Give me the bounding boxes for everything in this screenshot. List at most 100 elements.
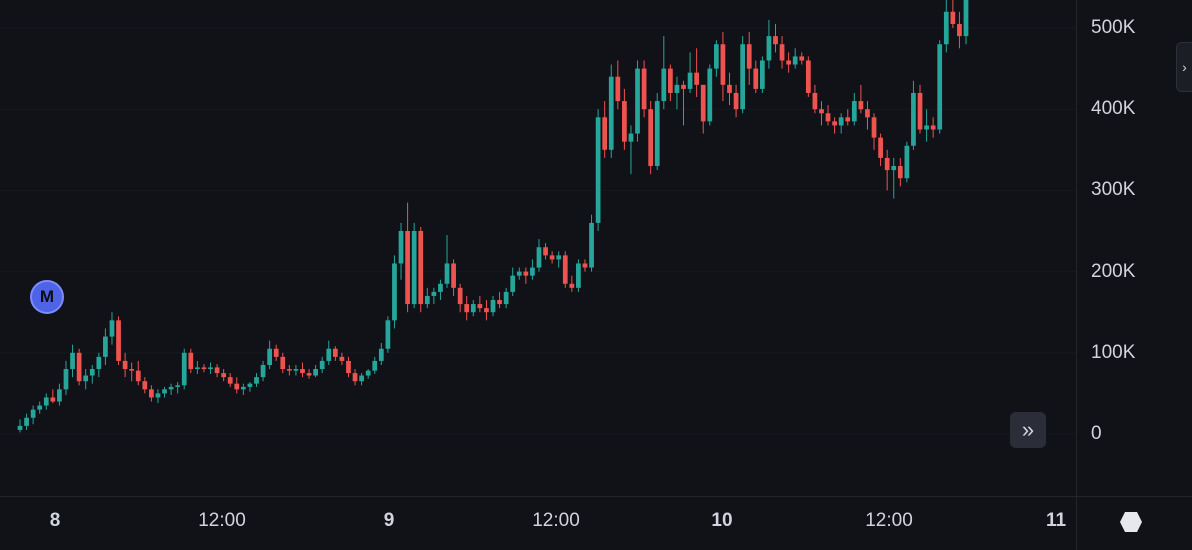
hexagon-icon[interactable] <box>1119 511 1143 533</box>
candle <box>523 267 529 284</box>
price-tick-label: 100K <box>1091 341 1136 363</box>
candle <box>24 413 29 430</box>
candle <box>490 295 496 317</box>
candle <box>405 202 410 313</box>
candle-body <box>221 373 227 378</box>
candle-body <box>267 348 273 365</box>
candle <box>372 356 378 374</box>
candle-body <box>424 295 430 305</box>
price-axis[interactable]: 0 100K 200K 300K 400K 500K <box>1076 0 1192 496</box>
candle <box>595 109 601 231</box>
candle-body <box>254 377 259 384</box>
candle <box>234 377 240 394</box>
candle <box>832 117 837 134</box>
candle <box>569 275 575 292</box>
candle <box>727 72 732 106</box>
candle-body <box>694 72 700 85</box>
candle <box>654 92 660 171</box>
candle-body <box>700 84 706 122</box>
candle <box>267 340 273 370</box>
candle-body <box>103 336 108 357</box>
candle-body <box>444 263 450 284</box>
candle-body <box>319 360 325 370</box>
candle <box>865 101 870 130</box>
candle-body <box>208 367 213 370</box>
candle-body <box>227 377 233 384</box>
candle <box>149 385 154 402</box>
candle <box>556 251 562 268</box>
candle-body <box>37 405 43 410</box>
candle <box>365 369 371 379</box>
candle <box>700 84 706 134</box>
candle <box>398 222 404 280</box>
candle <box>477 295 483 313</box>
candle <box>70 344 75 378</box>
candle-body <box>654 101 660 167</box>
candle <box>385 316 391 353</box>
candle-body <box>582 263 588 268</box>
candle-body <box>674 84 680 93</box>
candle <box>464 295 470 321</box>
candle-body <box>63 369 69 390</box>
candle-body <box>332 348 338 357</box>
candle <box>326 340 332 365</box>
candle <box>911 80 916 150</box>
candle <box>576 259 581 292</box>
candle-body <box>195 367 200 370</box>
candle <box>871 113 877 150</box>
candle-body <box>595 117 601 223</box>
candle <box>516 267 522 280</box>
candle <box>378 343 384 365</box>
candle-body <box>188 352 194 370</box>
candle <box>83 369 89 390</box>
candle-body <box>759 60 765 89</box>
event-marker[interactable]: M <box>30 280 64 314</box>
candle-body <box>247 383 253 387</box>
candle <box>851 92 857 126</box>
candle-body <box>884 157 890 171</box>
candle <box>733 84 739 118</box>
candle-body <box>372 360 378 371</box>
candle <box>562 251 568 288</box>
candle-body <box>963 0 969 37</box>
time-axis[interactable]: 8 12:00 9 12:00 10 12:00 11 <box>0 496 1076 550</box>
candle-body <box>917 92 923 130</box>
candle-body <box>635 68 640 134</box>
plot-area[interactable] <box>0 0 1076 496</box>
scroll-to-realtime-button[interactable]: » <box>1010 412 1046 448</box>
candle <box>753 60 759 93</box>
candle-body <box>713 44 719 69</box>
price-tick-label: 200K <box>1091 260 1136 282</box>
candle-body <box>602 117 608 150</box>
candle-body <box>720 44 726 85</box>
candle-body <box>214 367 220 374</box>
candle <box>615 60 621 110</box>
time-tick-label: 12:00 <box>198 510 246 531</box>
candle-body <box>858 101 864 110</box>
candle-body <box>70 352 75 370</box>
candle-body <box>392 263 397 321</box>
candle-body <box>116 320 121 361</box>
candle <box>641 60 647 118</box>
time-tick-label: 9 <box>383 510 395 531</box>
candle-body <box>43 397 49 406</box>
candle-body <box>556 255 562 260</box>
candle-body <box>681 84 686 89</box>
candle-body <box>661 68 667 102</box>
candle <box>602 101 608 158</box>
candle-body <box>359 375 364 382</box>
candle <box>411 222 417 309</box>
candle-body <box>851 101 857 122</box>
candle-body <box>628 133 634 142</box>
expand-panel-button[interactable]: › <box>1176 42 1192 92</box>
candle <box>510 267 516 296</box>
candle <box>694 48 700 98</box>
candle <box>484 300 489 321</box>
candle <box>418 226 424 313</box>
candle-body <box>589 222 594 268</box>
candle-body <box>490 300 496 313</box>
axis-corner <box>1076 496 1192 550</box>
candle <box>260 360 266 382</box>
candle-body <box>530 267 535 276</box>
candle-body <box>871 117 877 138</box>
